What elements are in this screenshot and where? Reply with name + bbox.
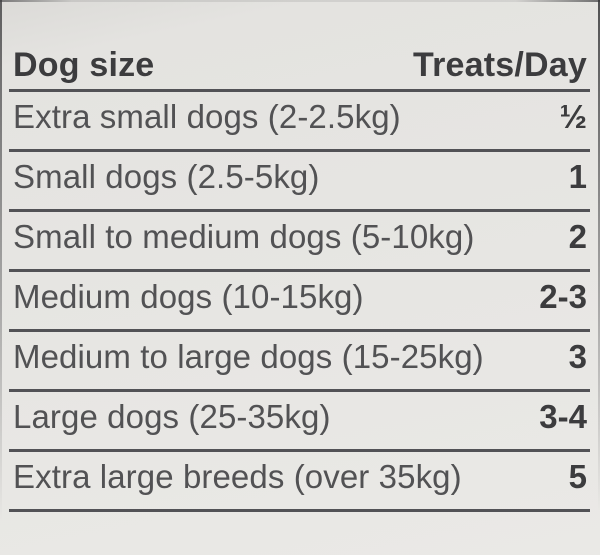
column-header-treats-per-day: Treats/Day <box>413 45 587 84</box>
treats-per-day-value: ½ <box>559 97 587 135</box>
treats-per-day-value: 2-3 <box>539 277 587 315</box>
table-row: Extra small dogs (2-2.5kg) ½ <box>9 92 590 152</box>
table-row: Small to medium dogs (5-10kg) 2 <box>9 212 590 272</box>
column-header-dog-size: Dog size <box>13 45 155 84</box>
table-row: Large dogs (25-35kg) 3-4 <box>9 392 590 452</box>
table-row: Small dogs (2.5-5kg) 1 <box>9 152 590 212</box>
label-top-edge <box>0 0 600 2</box>
dog-size-label: Small dogs (2.5-5kg) <box>13 157 320 195</box>
treats-per-day-value: 3 <box>568 337 587 375</box>
dog-size-label: Medium dogs (10-15kg) <box>13 277 364 315</box>
table-row: Medium dogs (10-15kg) 2-3 <box>9 272 590 332</box>
treats-per-day-value: 1 <box>568 157 587 195</box>
label-right-edge <box>598 0 600 555</box>
table-row: Medium to large dogs (15-25kg) 3 <box>9 332 590 392</box>
treats-per-day-value: 3-4 <box>539 397 587 435</box>
dog-size-label: Medium to large dogs (15-25kg) <box>13 337 484 375</box>
table-header-row: Dog size Treats/Day <box>9 0 590 92</box>
table-row: Extra large breeds (over 35kg) 5 <box>9 452 590 512</box>
label-left-edge <box>0 0 2 555</box>
dog-size-label: Large dogs (25-35kg) <box>13 397 331 435</box>
treats-per-day-value: 2 <box>568 217 587 255</box>
treats-per-day-value: 5 <box>568 457 587 495</box>
dog-size-label: Extra large breeds (over 35kg) <box>13 457 462 495</box>
dog-size-label: Extra small dogs (2-2.5kg) <box>13 97 401 135</box>
dog-size-label: Small to medium dogs (5-10kg) <box>13 217 475 255</box>
feeding-guide-table: Dog size Treats/Day Extra small dogs (2-… <box>9 0 590 512</box>
